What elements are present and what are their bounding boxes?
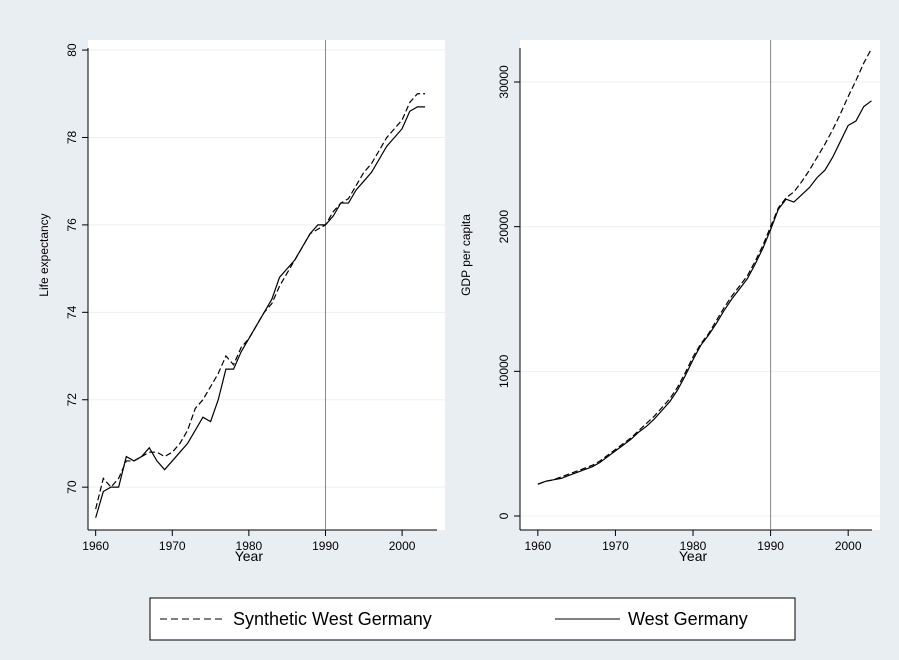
y-tick-label: 10000 [497, 354, 511, 388]
series-line [537, 100, 872, 485]
plot-area [88, 40, 445, 530]
x-tick-label: 1970 [159, 539, 186, 553]
x-tick-label: 2000 [389, 539, 416, 553]
x-tick-label: 1960 [524, 539, 551, 553]
x-axis-label: Year [235, 548, 264, 564]
x-tick-label: 1990 [757, 539, 784, 553]
x-tick-label: 1980 [680, 539, 707, 553]
y-tick-label: 0 [497, 512, 511, 519]
panels: 70 72 74 76 78 80 1960 1970 1980 1990 2000 Year Life… [37, 40, 880, 564]
y-tick-label: 20000 [497, 210, 511, 244]
y-axis-label: GDP per capita [459, 214, 473, 296]
x-tick-label: 2000 [835, 539, 862, 553]
y-tick-label: 78 [65, 130, 79, 144]
legend-label: Synthetic West Germany [233, 609, 432, 629]
y-tick-label: 72 [65, 393, 79, 407]
y-tick-label: 30000 [497, 65, 511, 99]
x-axis-label: Year [679, 548, 708, 564]
x-tick-label: 1980 [236, 539, 263, 553]
x-tick-label: 1990 [312, 539, 339, 553]
legend-box [149, 597, 796, 641]
x-tick-label: 1970 [602, 539, 629, 553]
x-tick-label: 1960 [82, 539, 109, 553]
y-tick-label: 70 [65, 480, 79, 494]
y-tick-label: 74 [65, 305, 79, 319]
series-line [95, 106, 426, 518]
legend-label: West Germany [628, 609, 748, 629]
y-axis-label: Life expectancy [37, 213, 51, 296]
plot-area [520, 40, 880, 530]
series-line [537, 48, 872, 485]
y-tick-label: 76 [65, 218, 79, 232]
y-tick-label: 80 [65, 43, 79, 57]
